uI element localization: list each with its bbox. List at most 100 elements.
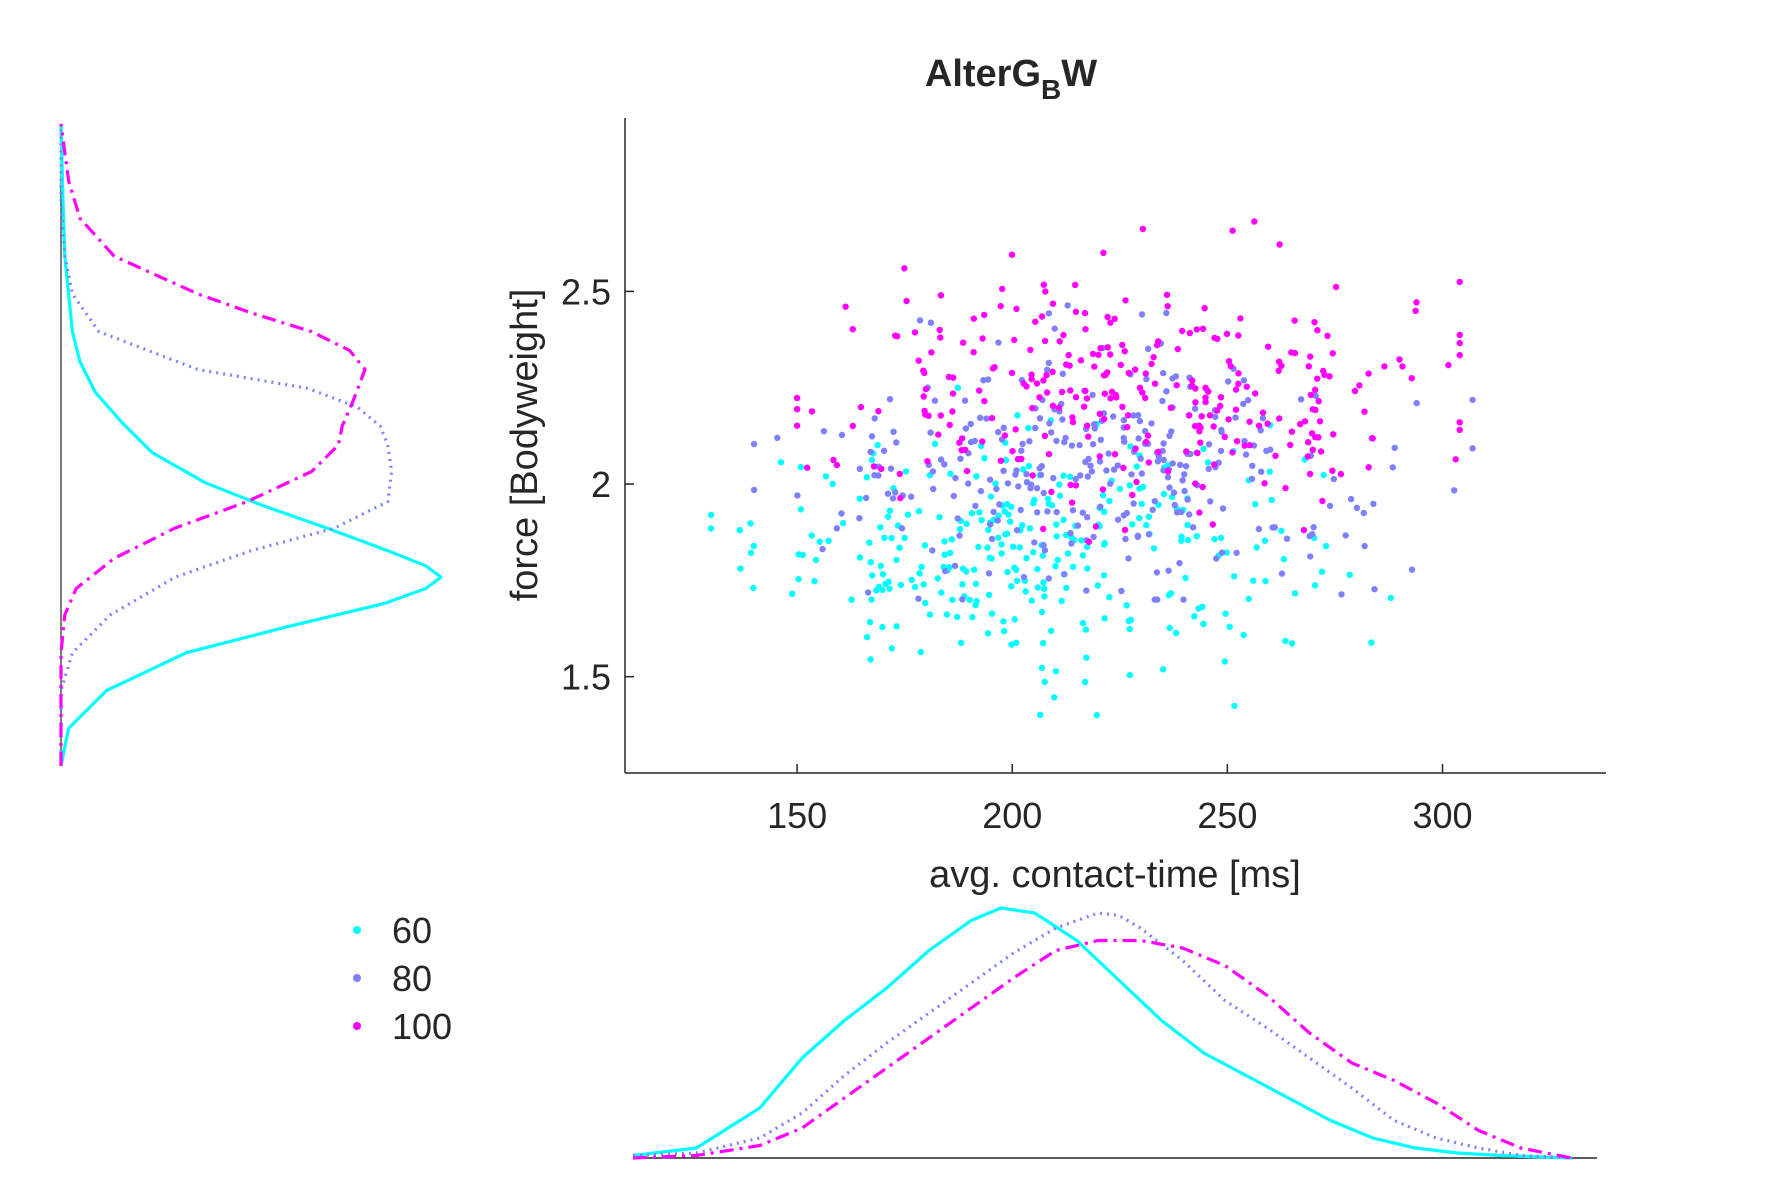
scatter-point [1233,438,1241,445]
scatter-point [1353,504,1361,511]
scatter-point [1163,309,1170,317]
scatter-point [984,544,991,551]
scatter-point [1184,521,1191,529]
scatter-point [1072,308,1080,315]
scatter-point [1096,410,1104,417]
scatter-point [1128,471,1135,478]
scatter-point [1172,629,1180,637]
chart-title-suffix: W [1061,53,1097,95]
scatter-point [1100,249,1107,256]
scatter-point [934,575,941,582]
scatter-point [981,397,988,405]
density-curve-x-80 [632,911,1572,1160]
scatter-point [990,508,997,516]
scatter-point [1014,412,1021,419]
scatter-point [1320,471,1327,479]
scatter-point [707,511,715,519]
scatter-point [838,510,845,517]
scatter-point [1044,508,1051,515]
scatter-point [1099,486,1107,493]
scatter-point [1287,441,1294,449]
scatter-point [979,335,986,342]
scatter-point [896,470,903,478]
scatter-point [1049,300,1057,307]
scatter-point [1413,399,1420,407]
scatter-point [1319,497,1326,505]
scatter-point [964,480,972,487]
scatter-point [871,415,878,422]
scatter-point [1120,417,1128,424]
scatter-point [901,265,908,272]
scatter-point [1029,472,1036,479]
scatter-point [1020,466,1027,473]
scatter-point [1041,337,1049,345]
scatter-point [1258,468,1265,475]
scatter-point [1387,594,1395,602]
scatter-point [1143,375,1150,383]
scatter-point [1193,533,1201,540]
scatter-point [1120,512,1128,519]
scatter-point [1068,540,1075,547]
scatter-point [1445,361,1452,369]
scatter-point [1037,471,1045,479]
scatter-point [1183,448,1190,455]
scatter-point [1093,712,1101,719]
scatter-point [1136,417,1144,425]
scatter-point [954,515,961,522]
scatter-point [1059,416,1066,423]
scatter-point [1218,426,1225,434]
scatter-point [1060,331,1067,339]
scatter-point [977,414,984,421]
scatter-point [825,537,832,544]
scatter-point [1306,532,1313,540]
scatter-point [981,455,988,462]
scatter-point [945,373,953,381]
scatter-point [849,422,856,430]
scatter-point [1210,423,1217,430]
scatter-point [946,564,953,571]
scatter-point [935,431,942,438]
scatter-point [915,357,922,364]
scatter-point [1020,380,1027,387]
scatter-point [1163,291,1171,298]
scatter-point [1056,338,1063,345]
scatter-point [1275,358,1283,365]
scatter-point [960,339,967,346]
scatter-point [1251,218,1258,225]
scatter-point [1342,532,1349,539]
scatter-point [1151,380,1159,387]
scatter-point [866,618,874,626]
scatter-point [959,565,967,572]
scatter-point [1280,555,1288,563]
scatter-point [998,541,1005,548]
scatter-point [793,406,801,413]
scatter-point [1297,396,1305,403]
scatter-point [877,562,884,569]
scatter-point [1083,543,1091,551]
scatter-point [1126,625,1133,633]
scatter-point [1028,375,1035,383]
scatter-point [1020,573,1028,581]
scatter-point [1151,596,1159,603]
scatter-point [1259,415,1267,422]
scatter-point [893,439,900,446]
scatter-point [1252,390,1259,397]
scatter-point [1107,395,1114,402]
scatter-point [1048,627,1055,635]
scatter-point [1101,539,1108,547]
scatter-point [1330,431,1337,438]
scatter-point [1121,526,1129,534]
legend-marker-80 [353,974,361,982]
scatter-point [907,493,915,500]
scatter-point [962,425,970,432]
scatter-point [867,656,874,663]
scatter-point [1078,537,1085,544]
scatter-point [1032,318,1039,325]
scatter-point [863,633,871,641]
scatter-point [1229,449,1236,456]
scatter-point [1084,565,1091,572]
scatter-point [1262,577,1269,585]
scatter-point [929,468,937,475]
scatter-point [1346,571,1353,579]
scatter-point [1000,467,1007,474]
